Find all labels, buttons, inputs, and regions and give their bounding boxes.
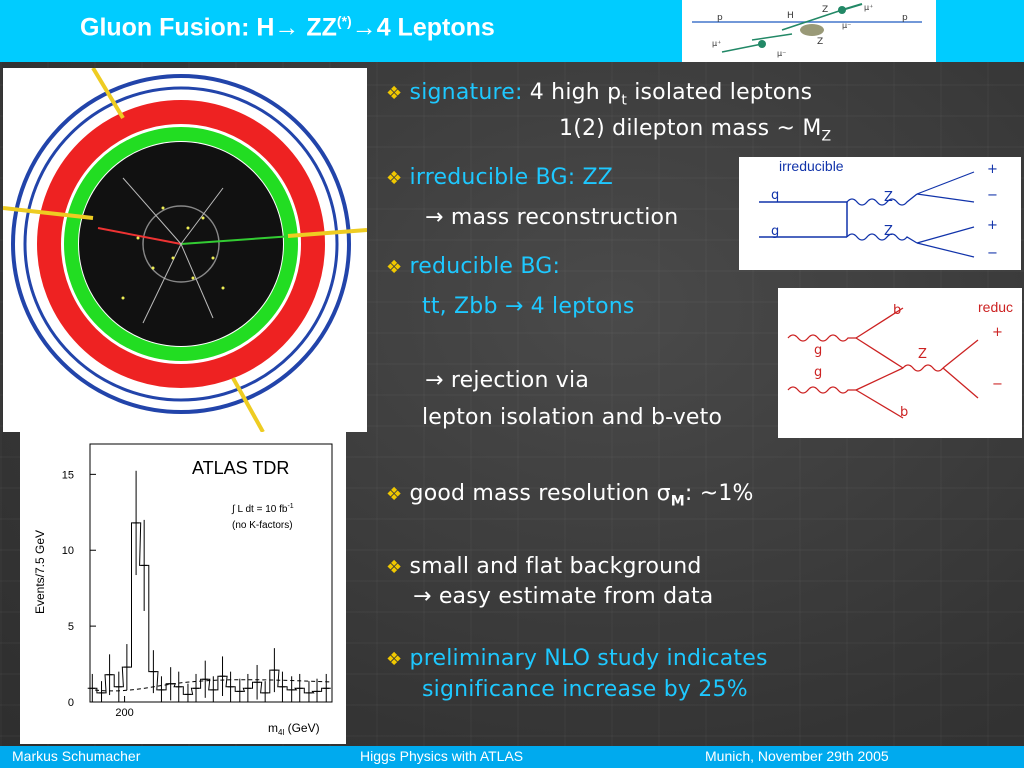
irreducible-bg-feynman-diagram: irreducible q g Z Z + − + − xyxy=(739,157,1021,270)
bullet-background: ❖ small and flat background xyxy=(386,554,702,579)
mass-spectrum-plot: ATLAS TDR ∫ L dt = 10 fb-1 (no K-factors… xyxy=(20,432,364,744)
kfactor-label: (no K-factors) xyxy=(232,520,293,531)
irreducible-title: irreducible xyxy=(779,158,844,174)
bullet-mass-resolution: ❖ good mass resolution σM: ~1% xyxy=(386,481,754,510)
luminosity-label: ∫ L dt = 10 fb-1 xyxy=(231,503,294,515)
background-subline: → easy estimate from data xyxy=(413,584,714,609)
mu-minus-label-1: μ⁻ xyxy=(842,21,851,30)
signature-line-2: 1(2) dilepton mass ~ MZ xyxy=(559,116,832,145)
bullet-star-icon: ❖ xyxy=(386,649,403,670)
z-label: Z xyxy=(918,347,927,362)
b-label-top: b xyxy=(893,303,901,318)
bullet-star-icon: ❖ xyxy=(386,557,403,578)
footer-venue-date: Munich, November 29th 2005 xyxy=(705,748,889,764)
lepton-plus-1: + xyxy=(987,162,998,177)
histogram-line xyxy=(87,522,331,695)
lepton-minus: − xyxy=(992,377,1003,392)
mu-minus-label-2: μ⁻ xyxy=(777,49,786,58)
lepton-minus-1: − xyxy=(987,188,998,203)
reducible-title: reduc xyxy=(978,299,1013,315)
slide-title: Gluon Fusion: H→ ZZ(*)→4 Leptons xyxy=(80,13,495,42)
y-axis-label: Events/7.5 GeV xyxy=(33,530,47,614)
slide-footer: Markus Schumacher Higgs Physics with ATL… xyxy=(0,746,1024,768)
atlas-event-display xyxy=(2,66,368,433)
x-tick-label: 200 xyxy=(115,707,133,719)
event-display-graphic xyxy=(2,66,368,433)
y-tick-label: 5 xyxy=(68,621,74,633)
lepton-plus: + xyxy=(992,325,1003,340)
footer-talk-title: Higgs Physics with ATLAS xyxy=(360,748,524,764)
g-label-1: g xyxy=(814,343,822,358)
bullet-star-icon: ❖ xyxy=(386,257,403,278)
q-label: q xyxy=(771,188,779,203)
nlo-subline: significance increase by 25% xyxy=(422,677,748,702)
lepton-minus-2: − xyxy=(987,246,998,261)
p-label-left: p xyxy=(717,13,723,23)
x-axis-label: m4l (GeV) xyxy=(268,721,320,737)
mu-plus-label-2: μ⁺ xyxy=(712,39,721,48)
bullet-signature: ❖ signature: 4 high pt isolated leptons xyxy=(386,80,813,109)
header-feynman-diagram: p p H Z Z μ⁺ μ⁻ μ⁺ μ⁻ xyxy=(682,0,936,62)
g-label-2: g xyxy=(814,365,822,380)
signature-label: signature: xyxy=(409,80,523,105)
p-label-right: p xyxy=(902,13,908,23)
bullet-irreducible: ❖ irreducible BG: ZZ xyxy=(386,165,614,190)
mass-spectrum-chart: ATLAS TDR ∫ L dt = 10 fb-1 (no K-factors… xyxy=(33,443,364,737)
bullet-star-icon: ❖ xyxy=(386,83,403,104)
bullet-star-icon: ❖ xyxy=(386,168,403,189)
reducible-diagram-graphic: reduc b g g Z b + − xyxy=(787,299,1013,420)
reducible-subline-2: → rejection via xyxy=(425,368,590,393)
reducible-bg-feynman-diagram: reduc b g g Z b + − xyxy=(778,288,1022,438)
footer-author: Markus Schumacher xyxy=(12,748,141,764)
y-tick-label: 15 xyxy=(62,469,74,481)
lepton-plus-2: + xyxy=(987,218,998,233)
g-label: g xyxy=(771,224,779,239)
z-label-1: Z xyxy=(822,5,828,15)
irreducible-subline: → mass reconstruction xyxy=(425,205,679,230)
z-label-top: Z xyxy=(884,190,893,205)
mu-plus-label-1: μ⁺ xyxy=(864,3,873,12)
atlas-tdr-label: ATLAS TDR xyxy=(192,458,289,478)
reducible-subline-1: tt, Zbb → 4 leptons xyxy=(422,294,635,319)
h-label: H xyxy=(787,11,794,21)
z-label-2: Z xyxy=(817,37,823,47)
bullet-reducible: ❖ reducible BG: xyxy=(386,254,561,279)
bullet-star-icon: ❖ xyxy=(386,484,403,505)
feynman-diagram-graphic: p p H Z Z μ⁺ μ⁻ μ⁺ μ⁻ xyxy=(692,3,922,58)
b-label-bottom: b xyxy=(900,405,908,420)
irreducible-diagram-graphic: irreducible q g Z Z + − + − xyxy=(759,158,998,261)
bullet-nlo: ❖ preliminary NLO study indicates xyxy=(386,646,768,671)
reducible-subline-3: lepton isolation and b-veto xyxy=(422,405,723,430)
slide-header: Gluon Fusion: H→ ZZ(*)→4 Leptons p p H Z… xyxy=(0,0,1024,62)
y-tick-label: 10 xyxy=(62,545,74,557)
z-label-bottom: Z xyxy=(884,224,893,239)
y-tick-label: 0 xyxy=(68,697,74,709)
